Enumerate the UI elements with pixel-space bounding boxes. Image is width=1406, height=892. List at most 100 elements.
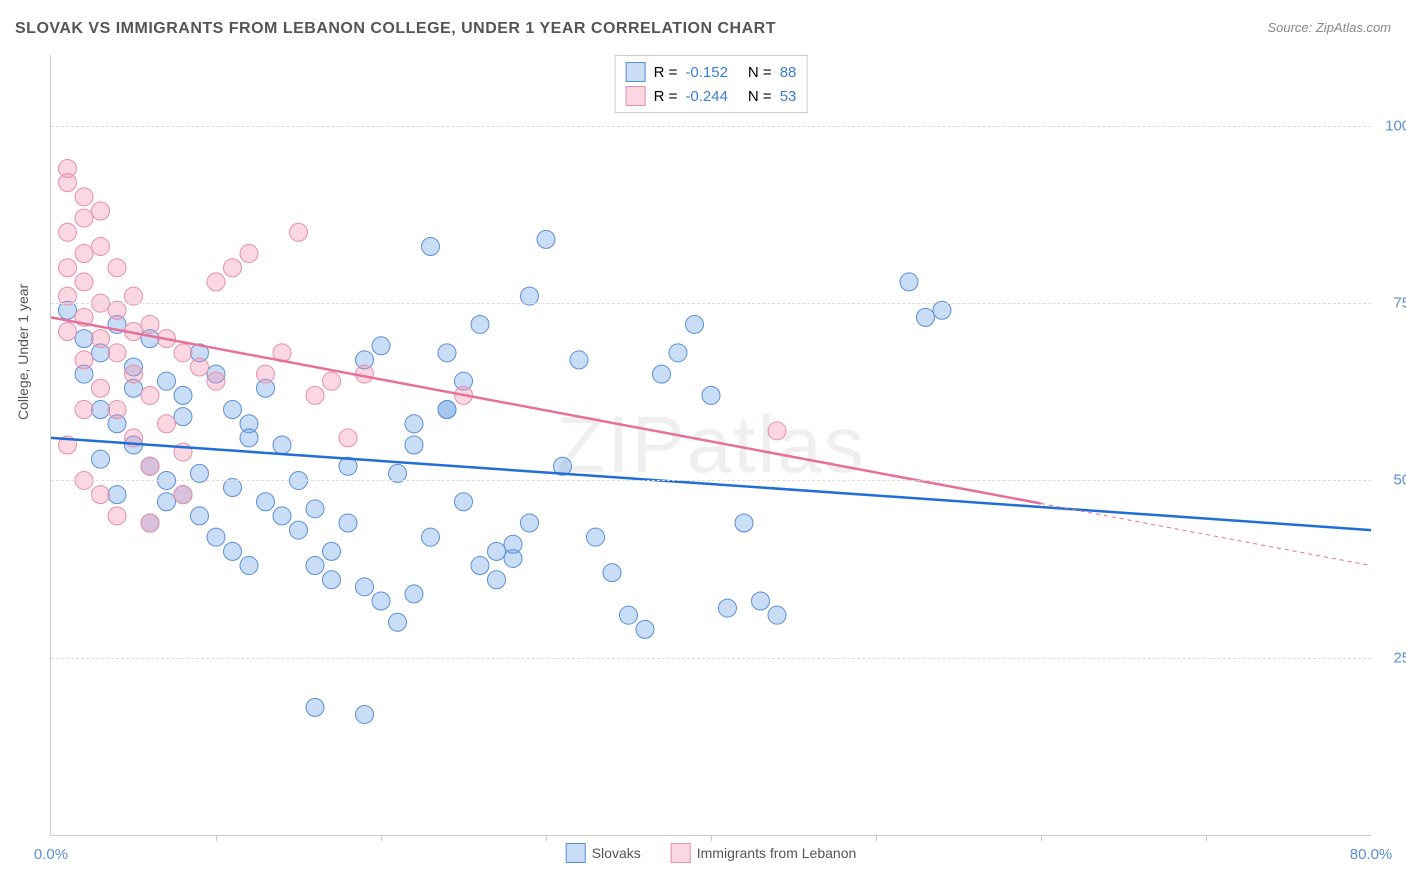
stat-r-label: R = — [654, 88, 678, 105]
scatter-point — [339, 429, 357, 447]
scatter-point — [108, 259, 126, 277]
scatter-point — [306, 557, 324, 575]
scatter-point — [471, 315, 489, 333]
scatter-point — [75, 330, 93, 348]
scatter-point — [240, 429, 258, 447]
scatter-point — [735, 514, 753, 532]
stat-n-value-a: 88 — [780, 64, 797, 81]
scatter-point — [191, 507, 209, 525]
scatter-point — [75, 401, 93, 419]
scatter-svg — [51, 55, 1371, 835]
scatter-point — [141, 457, 159, 475]
scatter-point — [125, 365, 143, 383]
x-tick-label-max: 80.0% — [1350, 846, 1393, 863]
scatter-point — [141, 315, 159, 333]
scatter-point — [504, 535, 522, 553]
scatter-point — [92, 379, 110, 397]
scatter-point — [92, 330, 110, 348]
scatter-point — [158, 493, 176, 511]
scatter-point — [240, 557, 258, 575]
scatter-point — [455, 493, 473, 511]
legend-stats-row: R = -0.244 N = 53 — [626, 84, 797, 108]
scatter-point — [405, 415, 423, 433]
legend-item-a: Slovaks — [566, 843, 641, 863]
scatter-point — [158, 372, 176, 390]
scatter-point — [92, 401, 110, 419]
scatter-point — [92, 202, 110, 220]
grid-line — [51, 480, 1371, 481]
legend-swatch-a — [566, 843, 586, 863]
y-axis-label: College, Under 1 year — [15, 284, 31, 420]
scatter-point — [108, 344, 126, 362]
scatter-point — [290, 223, 308, 241]
scatter-point — [59, 223, 77, 241]
scatter-point — [389, 613, 407, 631]
scatter-point — [108, 486, 126, 504]
scatter-point — [59, 259, 77, 277]
x-tick — [876, 835, 877, 841]
y-tick-label: 25.0% — [1381, 649, 1406, 666]
scatter-point — [438, 401, 456, 419]
scatter-point — [422, 528, 440, 546]
scatter-point — [405, 585, 423, 603]
scatter-point — [141, 386, 159, 404]
scatter-point — [422, 237, 440, 255]
trend-line — [51, 438, 1371, 530]
legend-stats-box: R = -0.152 N = 88 R = -0.244 N = 53 — [615, 55, 808, 113]
scatter-point — [372, 337, 390, 355]
scatter-point — [653, 365, 671, 383]
y-tick-label: 50.0% — [1381, 472, 1406, 489]
x-tick — [216, 835, 217, 841]
scatter-point — [174, 344, 192, 362]
chart-source: Source: ZipAtlas.com — [1267, 20, 1391, 35]
scatter-point — [92, 237, 110, 255]
scatter-point — [768, 606, 786, 624]
scatter-point — [257, 365, 275, 383]
scatter-point — [917, 308, 935, 326]
x-tick — [711, 835, 712, 841]
scatter-point — [75, 273, 93, 291]
stat-n-value-b: 53 — [780, 88, 797, 105]
grid-line — [51, 303, 1371, 304]
scatter-point — [174, 386, 192, 404]
scatter-point — [339, 514, 357, 532]
scatter-point — [224, 401, 242, 419]
scatter-point — [306, 698, 324, 716]
scatter-point — [59, 323, 77, 341]
scatter-point — [768, 422, 786, 440]
scatter-point — [75, 245, 93, 263]
scatter-point — [900, 273, 918, 291]
scatter-point — [323, 542, 341, 560]
x-tick — [1206, 835, 1207, 841]
scatter-point — [273, 507, 291, 525]
scatter-point — [224, 259, 242, 277]
scatter-point — [488, 542, 506, 560]
stat-n-label: N = — [748, 64, 772, 81]
scatter-point — [323, 372, 341, 390]
scatter-point — [207, 528, 225, 546]
scatter-point — [75, 188, 93, 206]
scatter-point — [290, 521, 308, 539]
scatter-point — [669, 344, 687, 362]
scatter-point — [686, 315, 704, 333]
stat-r-value-a: -0.152 — [685, 64, 728, 81]
scatter-point — [438, 344, 456, 362]
scatter-point — [488, 571, 506, 589]
scatter-point — [59, 174, 77, 192]
x-tick-label-min: 0.0% — [34, 846, 68, 863]
x-tick — [381, 835, 382, 841]
scatter-point — [587, 528, 605, 546]
legend-swatch-a — [626, 62, 646, 82]
scatter-point — [570, 351, 588, 369]
legend-swatch-b — [671, 843, 691, 863]
scatter-point — [306, 386, 324, 404]
scatter-point — [719, 599, 737, 617]
scatter-point — [306, 500, 324, 518]
stat-r-label: R = — [654, 64, 678, 81]
legend-label-b: Immigrants from Lebanon — [697, 845, 857, 861]
scatter-point — [636, 620, 654, 638]
scatter-point — [603, 564, 621, 582]
y-tick-label: 100.0% — [1381, 117, 1406, 134]
legend-item-b: Immigrants from Lebanon — [671, 843, 857, 863]
scatter-point — [191, 358, 209, 376]
